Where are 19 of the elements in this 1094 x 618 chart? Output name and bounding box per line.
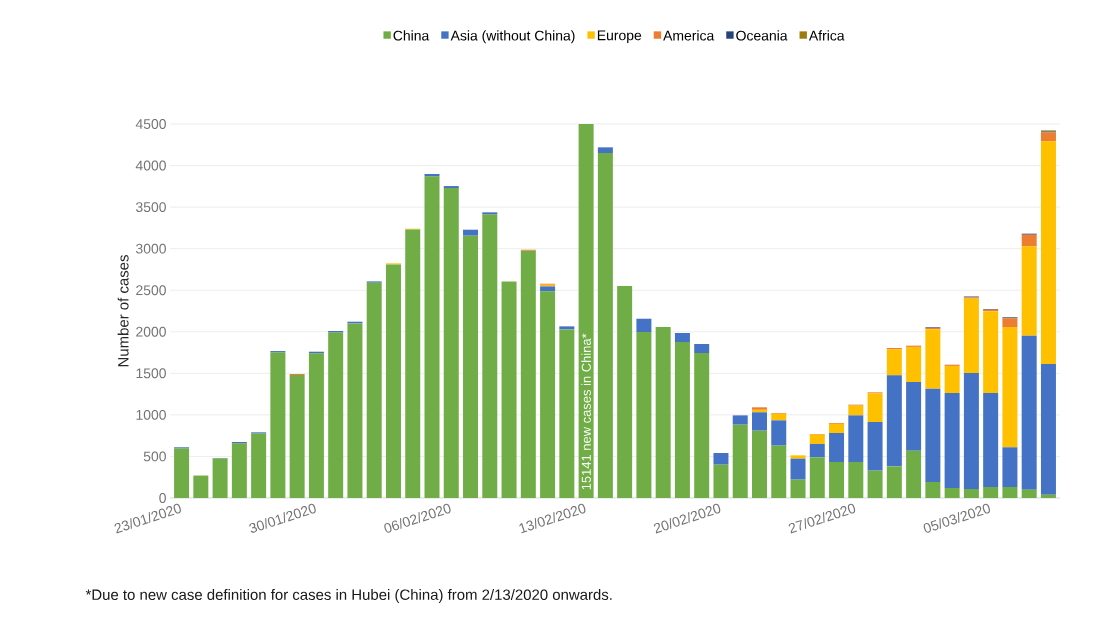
legend-label: America (663, 30, 715, 41)
legend-label: Europe (597, 30, 642, 44)
y-tick-label: 3000 (135, 243, 166, 254)
y-tick-label: 4000 (135, 160, 166, 171)
y-tick-label: 1500 (136, 368, 166, 379)
y-tick-label: 3500 (135, 202, 166, 213)
text: *Due to new case definition for cases in Hubei (China) from 2/13/2020 onwards. (85, 589, 612, 603)
y-axis-title: Number of cases (117, 255, 129, 367)
legend-label: Africa (808, 30, 845, 41)
legend-label: Asia (without China) (450, 30, 575, 44)
y-tick-label: 4500 (135, 119, 166, 129)
annotation: 15141 new cases in China* (581, 333, 591, 490)
legend-label: China (393, 30, 430, 41)
y-tick-label: 1000 (136, 409, 166, 420)
legend-label: Oceania (736, 30, 788, 41)
y-tick-label: 500 (143, 451, 166, 462)
y-tick-label: 0 (159, 493, 166, 503)
y-tick-label: 2500 (136, 285, 166, 296)
y-tick-label: 2000 (136, 326, 166, 337)
